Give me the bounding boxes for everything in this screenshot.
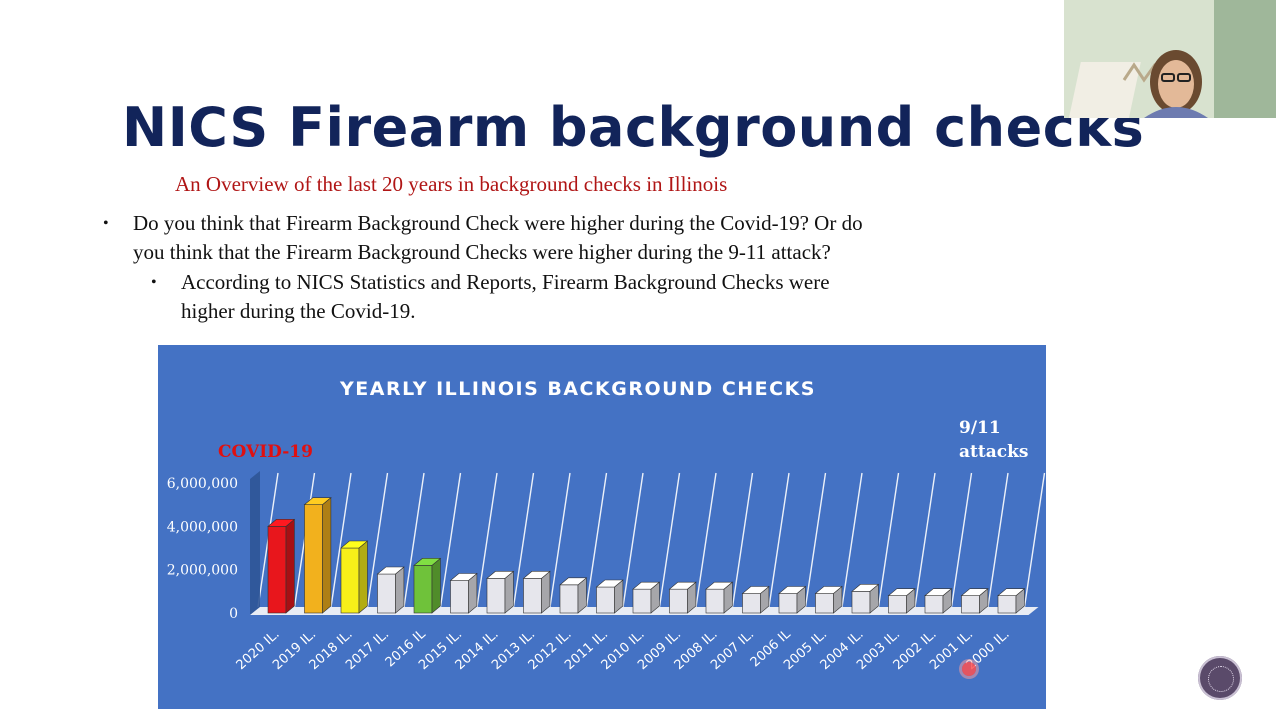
- gridline: [769, 473, 789, 607]
- axis-wall: [250, 471, 260, 615]
- y-tick-label: 4,000,000: [167, 519, 238, 535]
- bar-side: [359, 541, 367, 613]
- y-tick-label: 6,000,000: [167, 476, 238, 492]
- gridline: [952, 473, 972, 607]
- bar-front: [889, 596, 907, 613]
- covid-annotation: COVID-19: [218, 442, 313, 462]
- bullet-question: • Do you think that Firearm Background C…: [133, 209, 1163, 267]
- bar-side: [396, 567, 404, 613]
- bullet-question-line2: you think that the Firearm Background Ch…: [133, 238, 1163, 267]
- slide-nav-button[interactable]: [1198, 656, 1242, 700]
- bar-front: [962, 596, 980, 613]
- bullet-answer-line2: higher during the Covid-19.: [181, 297, 1141, 326]
- bar-front: [560, 585, 578, 613]
- bar-front: [414, 565, 432, 613]
- chart-title: YEARLY ILLINOIS BACKGROUND CHECKS: [339, 378, 816, 400]
- bar-front: [998, 596, 1016, 613]
- slide-title: NICS Firearm background checks: [122, 96, 1144, 159]
- bar-front: [597, 587, 615, 613]
- gridline: [806, 473, 826, 607]
- attacks-annotation-line2: attacks: [959, 442, 1028, 462]
- bar-front: [487, 578, 505, 613]
- bar-side: [432, 558, 440, 613]
- bar-front: [670, 589, 688, 613]
- bar-front: [305, 505, 323, 613]
- y-tick-label: 0: [229, 606, 238, 622]
- bar-side: [286, 519, 294, 613]
- presenter-webcam: [1064, 0, 1276, 118]
- bar-front: [633, 589, 651, 613]
- gridline: [733, 473, 753, 607]
- bullet-dot: •: [151, 268, 157, 297]
- attacks-annotation-line1: 9/11: [959, 418, 1001, 438]
- bar-front: [341, 548, 359, 613]
- gridline: [1025, 473, 1045, 607]
- bar-front: [378, 574, 396, 613]
- bar-front: [816, 594, 834, 614]
- y-tick-label: 2,000,000: [167, 563, 238, 579]
- presenter-video: [1064, 0, 1276, 118]
- slide-subtitle: An Overview of the last 20 years in back…: [175, 172, 727, 197]
- nav-ring-icon: [1208, 666, 1234, 692]
- gridline: [879, 473, 899, 607]
- gridline: [915, 473, 935, 607]
- bullet-answer: • According to NICS Statistics and Repor…: [181, 268, 1141, 326]
- bar-side: [323, 498, 331, 613]
- bar-front: [779, 594, 797, 614]
- bar-front: [706, 589, 724, 613]
- bar-front: [524, 578, 542, 613]
- gridline: [988, 473, 1008, 607]
- bullet-dot: •: [103, 209, 109, 238]
- bar-front: [852, 591, 870, 613]
- background-checks-chart: 0 2,000,000 4,000,000 6,000,000 2020 IL. 2019…: [158, 345, 1046, 709]
- bar-front: [925, 596, 943, 613]
- laser-pointer: [962, 662, 976, 676]
- bullet-question-line1: Do you think that Firearm Background Che…: [133, 209, 1163, 238]
- bar-front: [268, 526, 286, 613]
- bullet-answer-line1: According to NICS Statistics and Reports…: [181, 268, 1141, 297]
- bar-front: [451, 581, 469, 614]
- bar-front: [743, 594, 761, 614]
